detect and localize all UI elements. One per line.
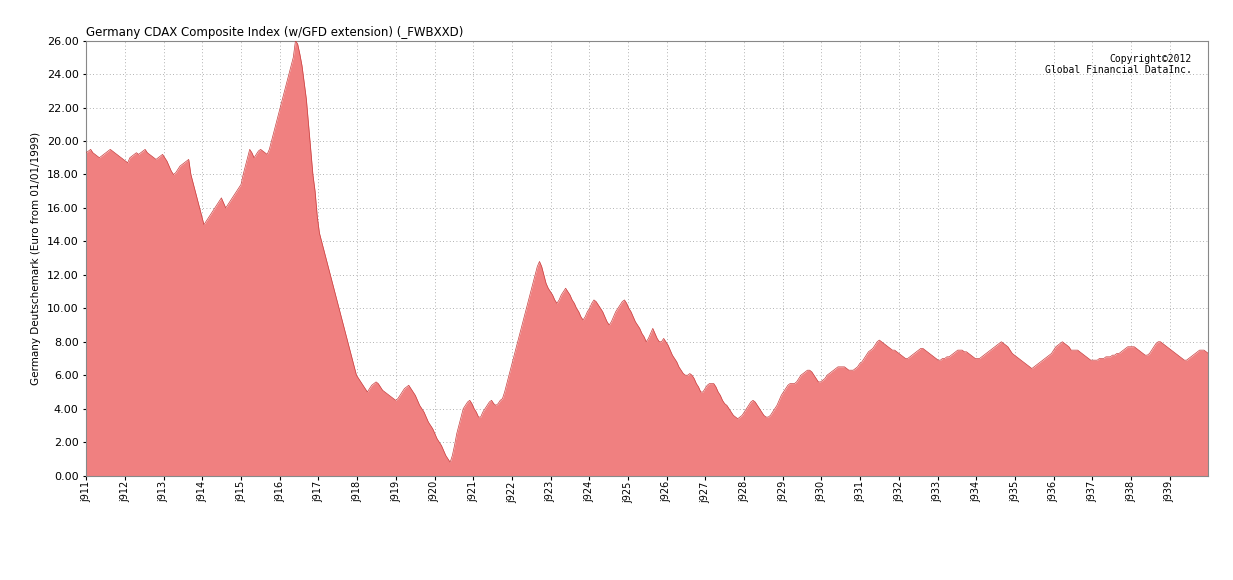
Text: Copyright©2012
Global Financial DataInc.: Copyright©2012 Global Financial DataInc. <box>1044 54 1191 75</box>
Text: Germany CDAX Composite Index (w/GFD extension) (_FWBXXD): Germany CDAX Composite Index (w/GFD exte… <box>86 27 464 39</box>
Y-axis label: Germany Deutschemark (Euro from 01/01/1999): Germany Deutschemark (Euro from 01/01/19… <box>31 132 41 385</box>
